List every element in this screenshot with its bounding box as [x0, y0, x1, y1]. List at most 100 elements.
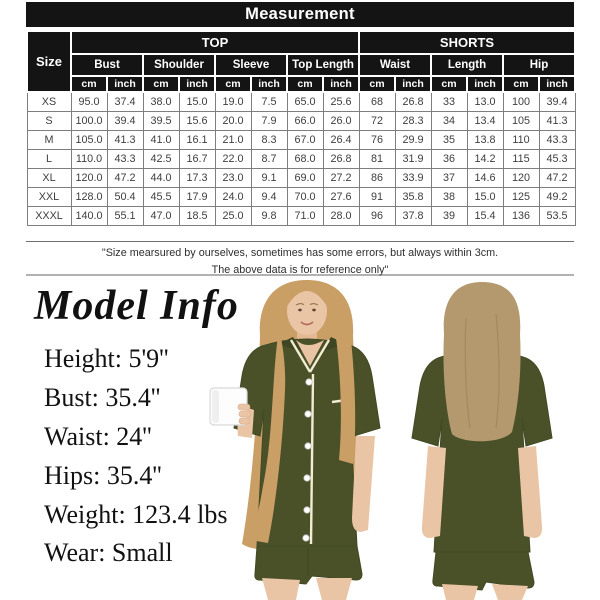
- value-cell: 105: [502, 111, 540, 131]
- back-model-photo: [411, 282, 553, 600]
- value-cell: 22.0: [214, 149, 252, 169]
- value-cell: 39.4: [106, 111, 144, 131]
- value-cell: 45.3: [538, 149, 576, 169]
- front-eye-left: [298, 308, 302, 312]
- value-cell: 96: [358, 206, 396, 226]
- column-header-row: Bust Shoulder Sleeve Top Length Waist Le…: [27, 53, 577, 77]
- front-collar-piping-left: [289, 339, 312, 373]
- value-cell: 21.0: [214, 130, 252, 150]
- unit-inch: inch: [250, 75, 288, 93]
- value-cell: 95.0: [70, 91, 108, 112]
- value-cell: 72: [358, 111, 396, 131]
- front-collar-right: [321, 337, 346, 352]
- front-hair-strand-right: [336, 338, 356, 464]
- size-cell: XXL: [26, 187, 72, 207]
- value-cell: 7.9: [250, 111, 288, 131]
- value-cell: 47.2: [106, 168, 144, 188]
- value-cell: 68: [358, 91, 396, 112]
- value-cell: 15.0: [466, 187, 504, 207]
- unit-cm: cm: [286, 75, 324, 93]
- unit-cm: cm: [214, 75, 252, 93]
- value-cell: 13.4: [466, 111, 504, 131]
- size-cell: L: [26, 149, 72, 169]
- value-cell: 91: [358, 187, 396, 207]
- value-cell: 17.9: [178, 187, 216, 207]
- group-header-row: Size TOP SHORTS: [26, 30, 577, 93]
- value-cell: 38: [430, 187, 468, 207]
- unit-inch: inch: [322, 75, 360, 93]
- front-buttons: [302, 378, 313, 542]
- size-cell: S: [26, 111, 72, 131]
- front-face: [287, 287, 327, 335]
- front-chest: [296, 340, 324, 366]
- model-info-title: Model Info: [34, 283, 239, 329]
- unit-inch: inch: [106, 75, 144, 93]
- table-row: M 105.0 41.3 41.0 16.1 21.0 8.3 67.0 26.4 76 29.9…: [26, 130, 576, 150]
- size-cell: XXXL: [26, 206, 72, 226]
- value-cell: 36: [430, 149, 468, 169]
- unit-inch: inch: [466, 75, 504, 93]
- value-cell: 8.7: [250, 149, 288, 169]
- back-hair-strands: [464, 313, 500, 429]
- value-cell: 25.6: [322, 91, 360, 112]
- unit-cm: cm: [142, 75, 180, 93]
- value-cell: 16.1: [178, 130, 216, 150]
- value-cell: 9.1: [250, 168, 288, 188]
- value-cell: 55.1: [106, 206, 144, 226]
- value-cell: 26.8: [322, 149, 360, 169]
- back-arm-left: [421, 446, 446, 538]
- col-waist: Waist: [358, 53, 432, 77]
- table-row: XS 95.0 37.4 38.0 15.0 19.0 7.5 65.0 25.6 68 26.8…: [26, 91, 576, 112]
- value-cell: 37.8: [394, 206, 432, 226]
- value-cell: 19.0: [214, 91, 252, 112]
- front-hair-strand-left: [250, 336, 286, 543]
- col-sleeve: Sleeve: [214, 53, 288, 77]
- value-cell: 110.0: [70, 149, 108, 169]
- col-shoulder: Shoulder: [142, 53, 216, 77]
- value-cell: 28.3: [394, 111, 432, 131]
- value-cell: 33.9: [394, 168, 432, 188]
- value-cell: 67.0: [286, 130, 324, 150]
- value-cell: 120: [502, 168, 540, 188]
- value-cell: 8.3: [250, 130, 288, 150]
- front-eye-right: [312, 308, 316, 312]
- value-cell: 69.0: [286, 168, 324, 188]
- value-cell: 136: [502, 206, 540, 226]
- value-cell: 27.2: [322, 168, 360, 188]
- value-cell: 41.3: [106, 130, 144, 150]
- value-cell: 25.0: [214, 206, 252, 226]
- value-cell: 9.8: [250, 206, 288, 226]
- value-cell: 53.5: [538, 206, 576, 226]
- value-cell: 39.5: [142, 111, 180, 131]
- value-cell: 100: [502, 91, 540, 112]
- value-cell: 120.0: [70, 168, 108, 188]
- value-cell: 7.5: [250, 91, 288, 112]
- back-leg-right: [492, 584, 528, 600]
- model-bust: Bust: 35.4'': [44, 382, 161, 412]
- front-model-photo: [209, 280, 381, 600]
- front-arm-right: [352, 436, 375, 532]
- value-cell: 20.0: [214, 111, 252, 131]
- front-leg-left: [262, 578, 300, 600]
- front-placket-piping: [309, 373, 315, 545]
- front-leg-right: [316, 578, 352, 600]
- group-top: TOP: [70, 30, 360, 55]
- value-cell: 76: [358, 130, 396, 150]
- value-cell: 65.0: [286, 91, 324, 112]
- model-waist: Waist: 24'': [44, 421, 152, 451]
- value-cell: 23.0: [214, 168, 252, 188]
- value-cell: 14.2: [466, 149, 504, 169]
- unit-cm: cm: [358, 75, 396, 93]
- size-header: Size: [26, 30, 72, 93]
- front-hair-fringe: [286, 283, 328, 308]
- measurement-section: Measurement Size TOP SHORTS Bust Shoulde…: [26, 2, 577, 226]
- table-row: L 110.0 43.3 42.5 16.7 22.0 8.7 68.0 26.8 81 31.9…: [26, 149, 576, 169]
- value-cell: 86: [358, 168, 396, 188]
- value-cell: 15.4: [466, 206, 504, 226]
- value-cell: 17.3: [178, 168, 216, 188]
- value-cell: 47.0: [142, 206, 180, 226]
- back-hair: [443, 282, 521, 442]
- front-collar-piping-right: [308, 339, 331, 373]
- value-cell: 70.0: [286, 187, 324, 207]
- value-cell: 66.0: [286, 111, 324, 131]
